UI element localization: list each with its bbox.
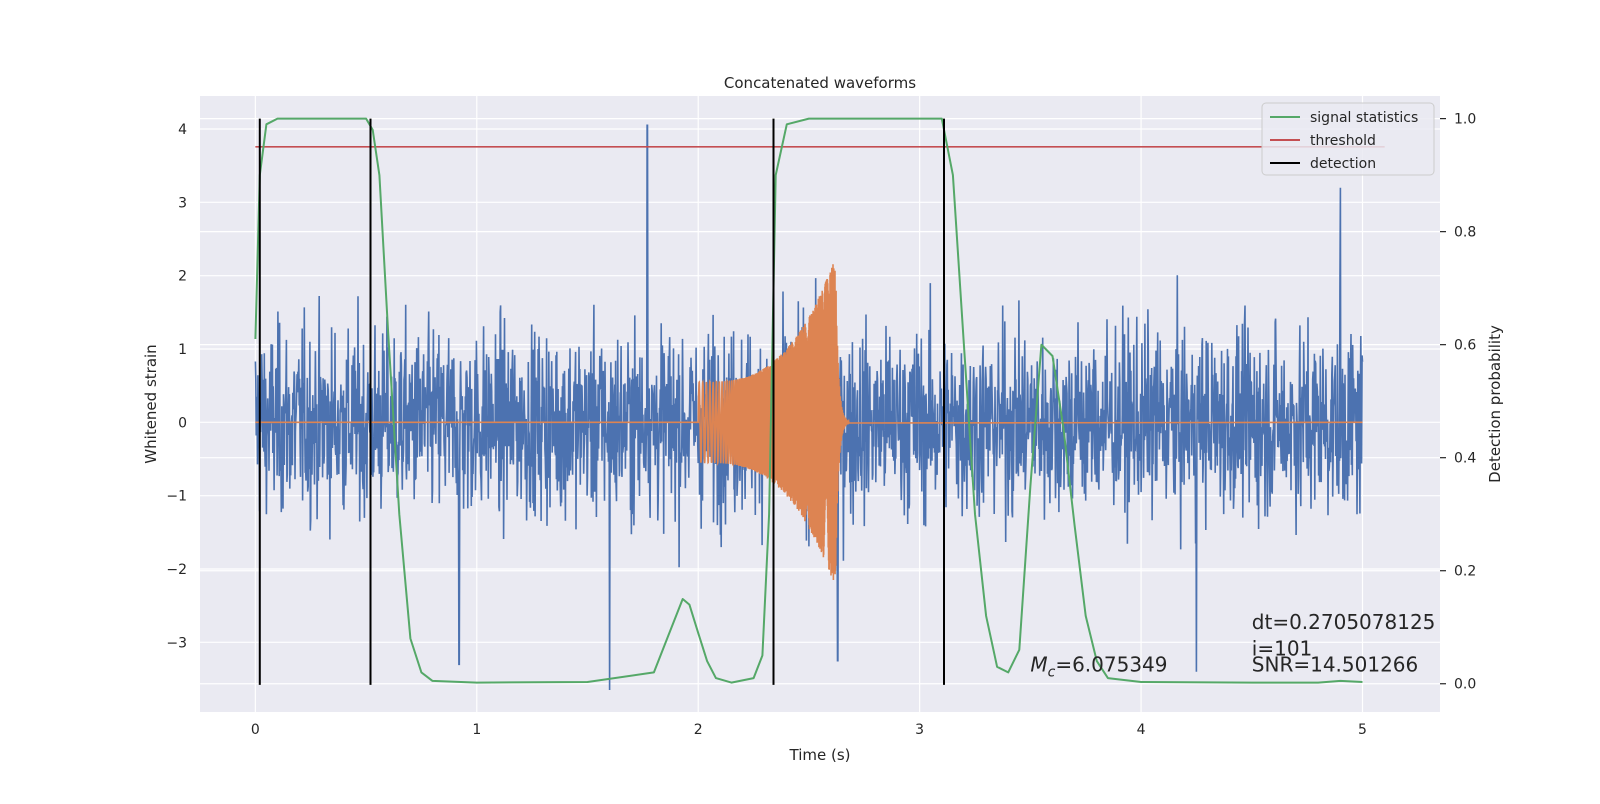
left-y-axis: −3 −2 −1 0 1 2 3 4 — [166, 122, 187, 651]
y-right-tick-label: 0.6 — [1454, 338, 1476, 354]
y-tick-label: 0 — [178, 415, 187, 431]
x-tick-label: 2 — [694, 722, 703, 738]
x-tick-label: 0 — [251, 722, 260, 738]
legend-box — [1261, 102, 1435, 176]
y-tick-label: −1 — [166, 489, 187, 505]
y-right-tick-label: 1.0 — [1454, 112, 1476, 128]
y-right-tick-label: 0.4 — [1454, 451, 1476, 467]
y-tick-label: 4 — [178, 122, 187, 138]
y-right-tick-label: 0.8 — [1454, 225, 1476, 241]
annotation: dt=0.2705078125 — [1252, 610, 1436, 634]
legend: signal statistics threshold detection — [1261, 102, 1435, 176]
legend-label: signal statistics — [1310, 110, 1418, 126]
annotation: SNR=14.501266 — [1252, 653, 1418, 677]
chart-title: Concatenated waveforms — [724, 74, 916, 92]
annotations: Mc=6.075349 dt=0.2705078125 i=101SNR=14.5… — [1030, 610, 1435, 681]
x-tick-label: 4 — [1137, 722, 1146, 738]
x-axis: 0 1 2 3 4 5 — [251, 722, 1367, 738]
right-y-axis: 0.0 0.2 0.4 0.6 0.8 1.0 — [1440, 112, 1476, 693]
y-right-tick-label: 0.2 — [1454, 564, 1476, 580]
y-tick-label: 2 — [178, 269, 187, 285]
legend-label: detection — [1310, 156, 1376, 172]
y-tick-label: −3 — [166, 635, 187, 651]
y-axis-label: Whitened strain — [142, 344, 160, 463]
x-tick-label: 1 — [472, 722, 481, 738]
y-tick-label: 3 — [178, 195, 187, 211]
y-tick-label: −2 — [166, 562, 187, 578]
series-whitened-strain — [254, 124, 1364, 691]
annotation: i=101 — [1252, 637, 1313, 661]
y-tick-label: 1 — [178, 342, 187, 358]
x-axis-label: Time (s) — [789, 746, 851, 764]
plot-area — [254, 117, 1385, 691]
y-right-tick-label: 0.0 — [1454, 677, 1476, 693]
x-tick-label: 3 — [915, 722, 924, 738]
legend-label: threshold — [1310, 133, 1376, 149]
x-tick-label: 5 — [1358, 722, 1367, 738]
annotation: Mc=6.075349 — [1030, 653, 1167, 681]
series-signal-statistics — [254, 117, 1363, 684]
y-axis-right-label: Detection probability — [1486, 325, 1504, 483]
